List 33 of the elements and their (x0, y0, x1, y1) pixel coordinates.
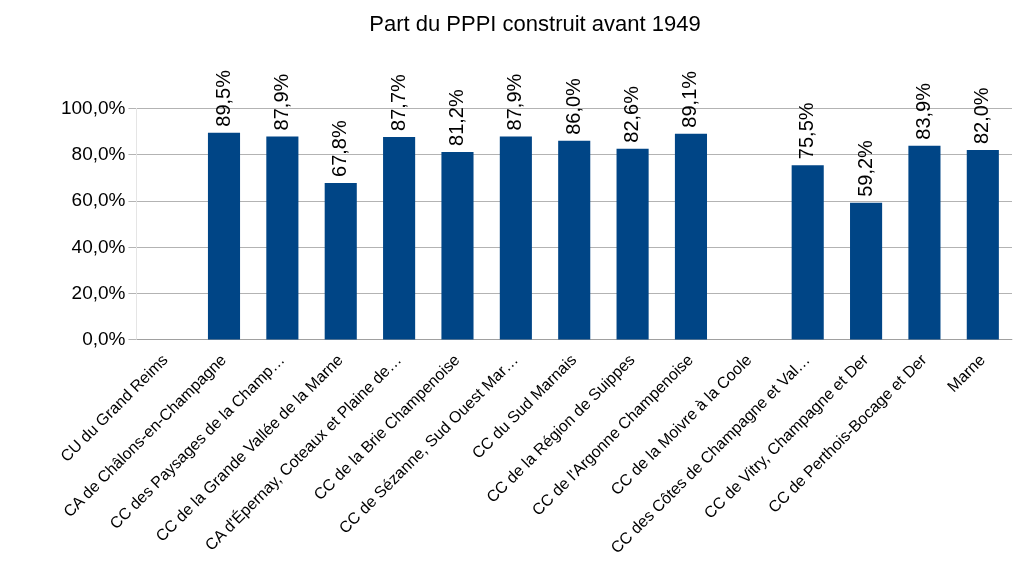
y-tick-label: 40,0% (71, 235, 126, 257)
data-label: 59,2% (853, 139, 876, 197)
data-label: 86,0% (561, 77, 584, 135)
data-label: 87,9% (269, 73, 292, 131)
data-label: 83,9% (911, 82, 934, 140)
bar (207, 132, 241, 340)
bar (908, 145, 941, 340)
data-label: 87,7% (386, 73, 409, 131)
data-label: 81,2% (444, 89, 467, 146)
y-tick-label: 80,0% (71, 142, 126, 164)
data-label: 89,1% (678, 70, 701, 128)
y-tick-label: 60,0% (71, 189, 126, 211)
chart-title: Part du PPPI construit avant 1949 (369, 11, 701, 37)
bar (383, 136, 416, 340)
data-label: 89,5% (211, 69, 234, 127)
bar (966, 150, 999, 340)
bar (616, 148, 649, 340)
data-label: 82,6% (620, 85, 643, 143)
data-label: 75,5% (795, 102, 818, 160)
bar (558, 140, 591, 340)
y-tick-label: 100,0% (60, 96, 126, 118)
y-tick-label: 20,0% (71, 281, 126, 303)
bar (850, 202, 883, 340)
data-label: 82,0% (970, 87, 993, 145)
bar (266, 136, 299, 340)
bar (441, 151, 474, 340)
y-tick-label: 0,0% (82, 328, 126, 350)
data-label: 87,9% (503, 73, 526, 131)
bar (499, 136, 532, 340)
bar (324, 182, 357, 340)
bar (674, 133, 708, 340)
bar (791, 165, 824, 340)
data-label: 67,8% (328, 120, 351, 177)
